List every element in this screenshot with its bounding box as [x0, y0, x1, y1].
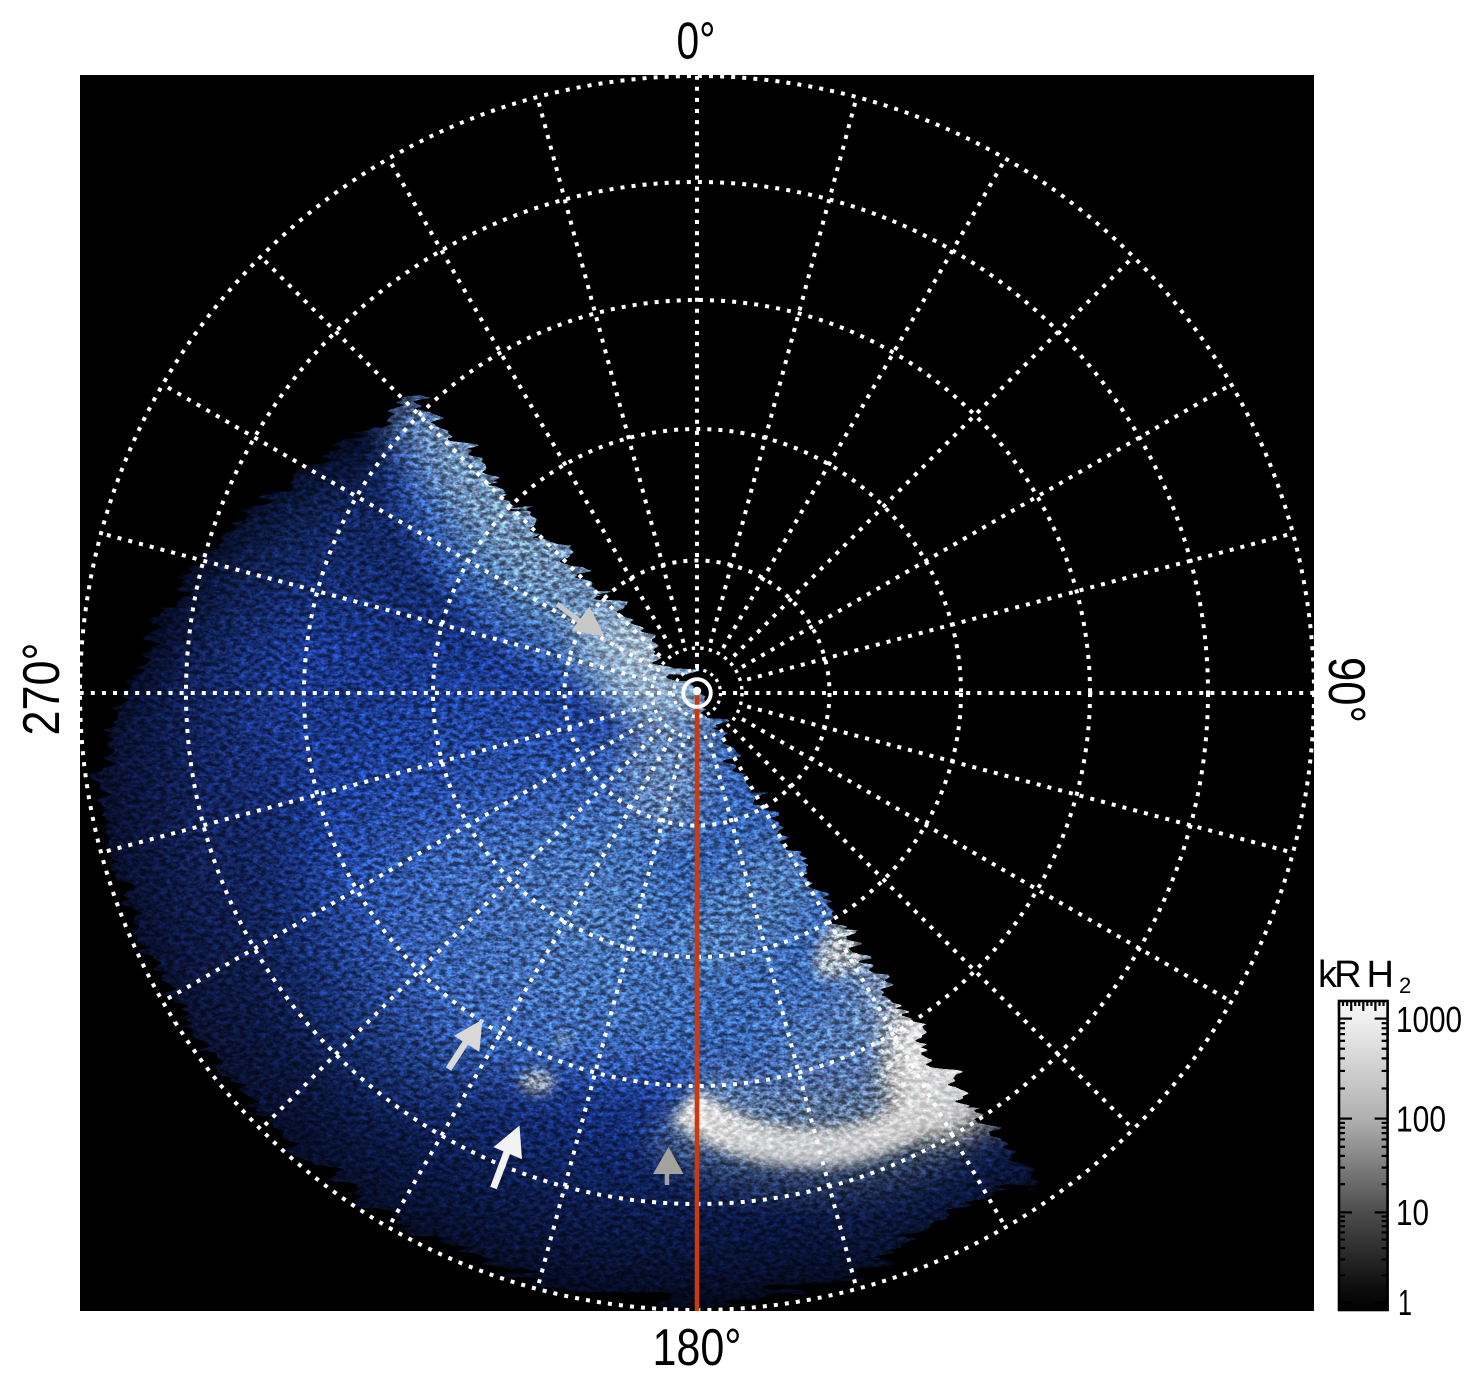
- svg-text:0°: 0°: [677, 13, 716, 71]
- svg-text:100: 100: [1396, 1099, 1446, 1140]
- svg-text:270°: 270°: [12, 643, 70, 736]
- svg-text:180°: 180°: [653, 1318, 742, 1376]
- svg-text:2: 2: [1399, 973, 1411, 998]
- svg-text:1000: 1000: [1396, 999, 1462, 1040]
- svg-text:kR H: kR H: [1318, 954, 1394, 996]
- svg-text:1: 1: [1398, 1282, 1412, 1323]
- svg-text:90°: 90°: [1318, 657, 1376, 723]
- svg-text:10: 10: [1396, 1192, 1429, 1233]
